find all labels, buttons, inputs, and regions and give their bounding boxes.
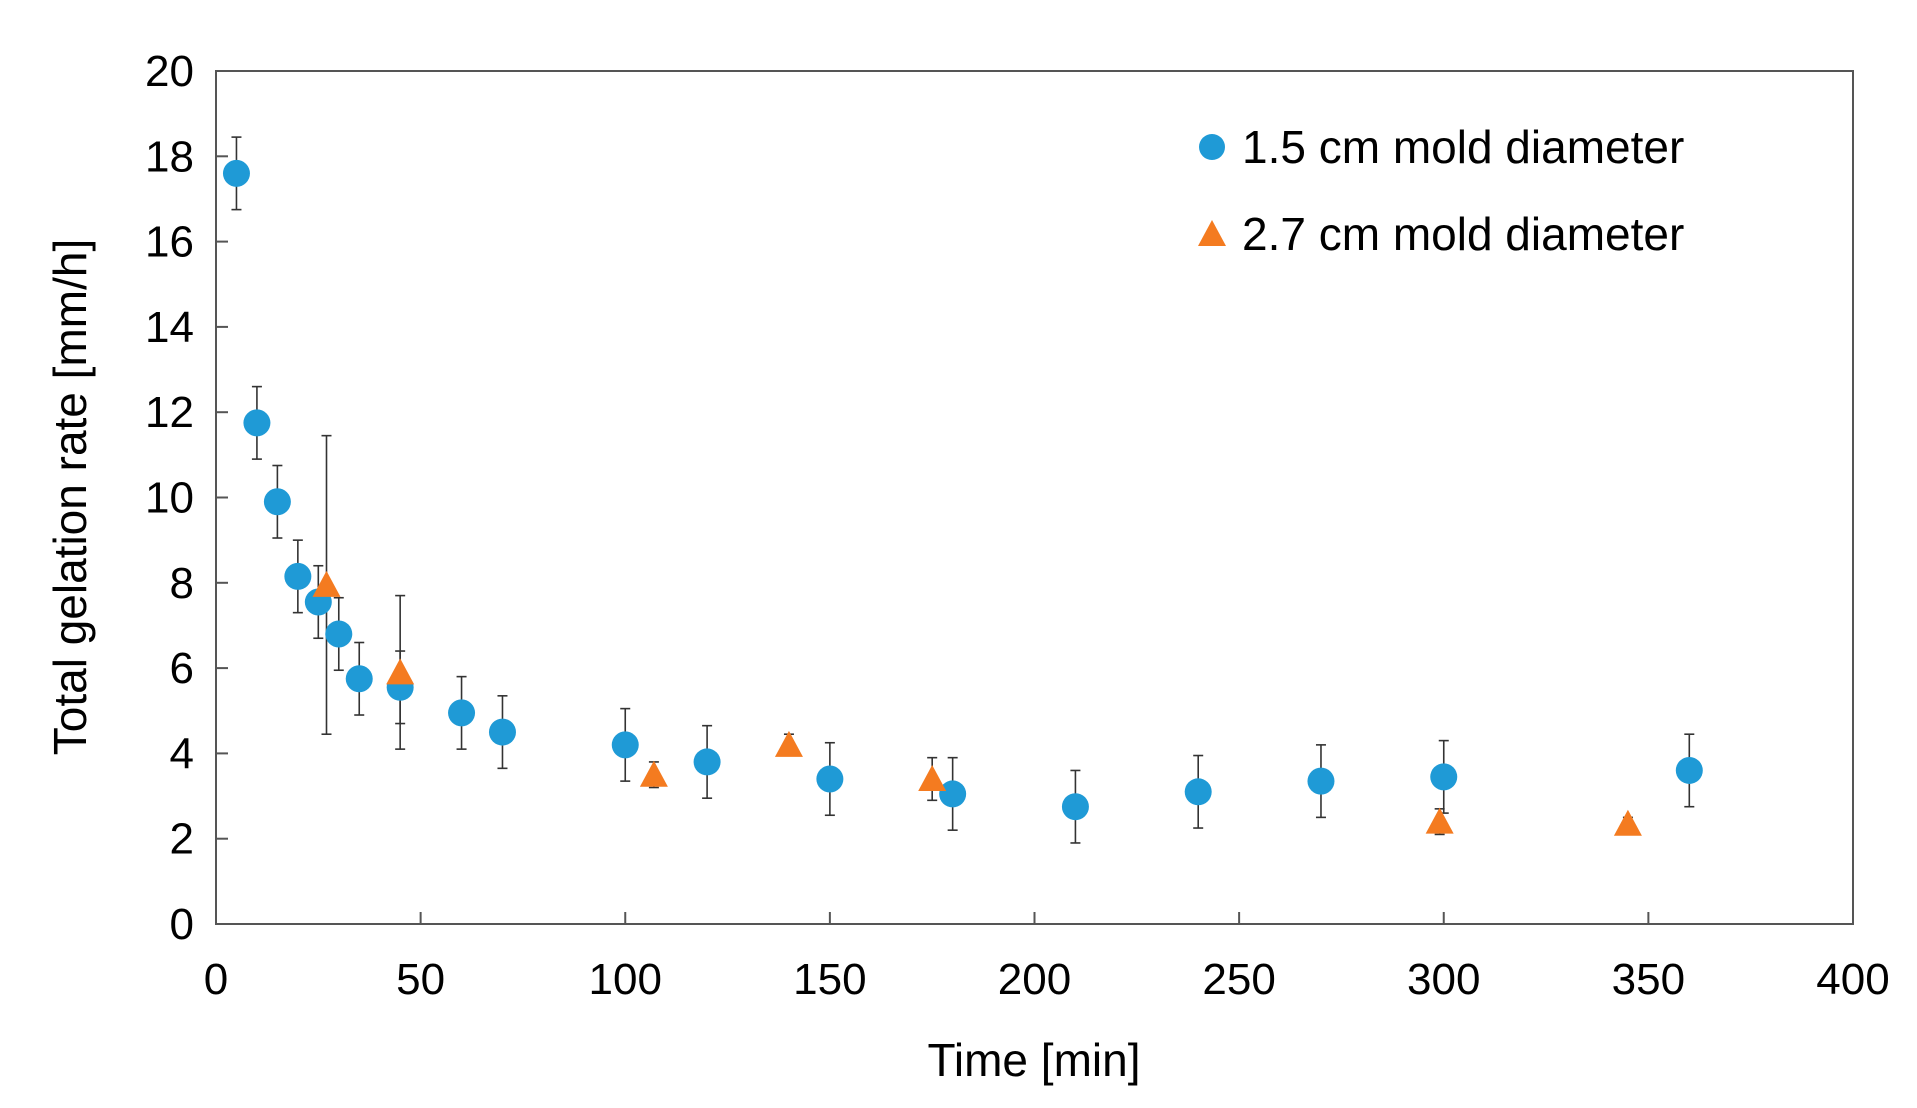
x-tick-label: 200	[998, 955, 1071, 1004]
y-tick-label: 20	[145, 47, 194, 96]
data-point-triangle	[774, 730, 803, 757]
data-point-circle	[693, 748, 721, 776]
x-tick-label: 0	[204, 955, 228, 1004]
y-tick-label: 18	[145, 132, 194, 181]
data-point-circle	[1307, 767, 1335, 795]
data-point-circle	[263, 488, 291, 516]
data-point-circle	[243, 409, 271, 437]
x-axis-title: Time [min]	[928, 1034, 1141, 1086]
y-tick-label: 6	[170, 644, 194, 693]
y-tick-label: 8	[170, 559, 194, 608]
data-point-circle	[222, 159, 250, 187]
legend-marker-triangle	[1198, 220, 1226, 246]
data-point-circle	[448, 699, 476, 727]
x-tick-label: 150	[793, 955, 866, 1004]
y-axis-title: Total gelation rate [mm/h]	[44, 239, 96, 755]
x-tick-label: 400	[1816, 955, 1889, 1004]
x-axis-ticks: 0 50 100 150 200 250 300 350 400	[204, 912, 1890, 1004]
legend-label-series-2: 2.7 cm mold diameter	[1242, 208, 1684, 260]
data-point-triangle	[639, 760, 668, 787]
data-point-circle	[345, 665, 373, 693]
x-tick-label: 350	[1612, 955, 1685, 1004]
y-tick-label: 14	[145, 303, 194, 352]
data-markers	[222, 159, 1703, 836]
x-tick-label: 50	[396, 955, 445, 1004]
data-point-triangle	[1425, 807, 1454, 834]
y-tick-label: 10	[145, 474, 194, 523]
data-point-triangle	[312, 570, 341, 597]
data-point-triangle	[918, 764, 947, 791]
x-tick-label: 250	[1202, 955, 1275, 1004]
x-tick-label: 300	[1407, 955, 1480, 1004]
data-point-circle	[1430, 763, 1458, 791]
data-point-circle	[488, 718, 516, 746]
y-axis-ticks: 0 2 4 6 8 10 12 14 16 18 20	[145, 47, 228, 949]
data-point-circle	[816, 765, 844, 793]
data-point-triangle	[386, 658, 415, 685]
y-tick-label: 0	[170, 900, 194, 949]
data-point-circle	[939, 780, 967, 808]
y-tick-label: 2	[170, 815, 194, 864]
data-point-circle	[325, 620, 353, 648]
y-tick-label: 16	[145, 218, 194, 267]
legend-label-series-1: 1.5 cm mold diameter	[1242, 121, 1684, 173]
legend-marker-circle	[1199, 134, 1225, 160]
data-point-circle	[284, 562, 312, 590]
data-point-circle	[1184, 778, 1212, 806]
data-point-circle	[1675, 756, 1703, 784]
legend: 1.5 cm mold diameter 2.7 cm mold diamete…	[1198, 121, 1684, 260]
data-point-triangle	[1613, 809, 1642, 836]
data-point-circle	[611, 731, 639, 759]
x-tick-label: 100	[589, 955, 662, 1004]
y-tick-label: 4	[170, 729, 194, 778]
y-tick-label: 12	[145, 388, 194, 437]
plot-area	[215, 70, 1854, 925]
data-point-circle	[1061, 793, 1089, 821]
